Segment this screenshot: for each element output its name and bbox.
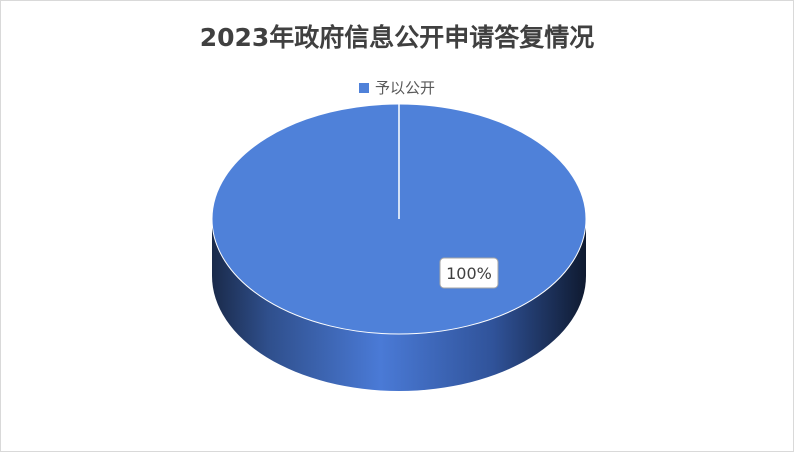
- chart-title: 2023年政府信息公开申请答复情况: [199, 23, 595, 52]
- legend-label: 予以公开: [374, 79, 435, 97]
- data-label-box: [439, 257, 499, 289]
- data-label: 100%: [446, 264, 492, 283]
- legend-swatch: [358, 82, 369, 93]
- legend: 予以公开: [1, 77, 793, 98]
